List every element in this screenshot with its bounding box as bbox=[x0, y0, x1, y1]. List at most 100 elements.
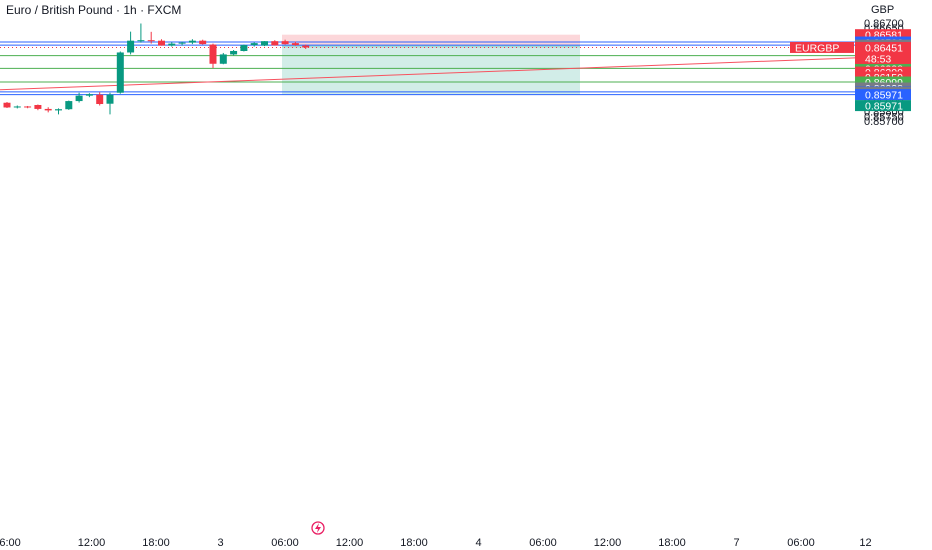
candle-body bbox=[55, 109, 62, 111]
price-tag-bg bbox=[855, 100, 911, 112]
candle-4 bbox=[44, 107, 52, 113]
candle-28 bbox=[291, 41, 299, 46]
candle-body bbox=[209, 44, 217, 64]
candle-6 bbox=[65, 100, 73, 110]
candle-1 bbox=[13, 105, 21, 109]
candle-3 bbox=[34, 104, 42, 111]
y-tick-label: 0.85700 bbox=[864, 116, 904, 128]
lightning-icon bbox=[311, 521, 325, 535]
candle-17 bbox=[178, 41, 186, 46]
price-tag-bg bbox=[855, 76, 911, 88]
candle-19 bbox=[199, 39, 207, 45]
price-tag-14: 0.85971 bbox=[855, 89, 911, 102]
x-tick-label: 7 bbox=[733, 537, 739, 549]
candle-16 bbox=[168, 42, 176, 47]
candle-body bbox=[230, 50, 238, 55]
candle-body bbox=[44, 108, 52, 111]
candle-0 bbox=[3, 102, 11, 108]
candle-body bbox=[271, 41, 279, 46]
candle-26 bbox=[271, 40, 279, 46]
candle-body bbox=[178, 42, 186, 44]
candle-body bbox=[158, 40, 165, 46]
lightning-icon-ring bbox=[311, 521, 325, 535]
x-tick-label: 12:00 bbox=[594, 537, 622, 549]
candle-body bbox=[291, 43, 299, 46]
candle-23 bbox=[240, 44, 248, 52]
candle-body bbox=[24, 106, 32, 108]
x-tick-label: 12 bbox=[859, 537, 871, 549]
x-tick-label: 12:00 bbox=[336, 537, 364, 549]
candle-body bbox=[13, 106, 21, 108]
symbol-tag-bg bbox=[790, 41, 854, 53]
x-tick-label: 3 bbox=[217, 537, 223, 549]
candle-body bbox=[168, 43, 176, 46]
x-tick-label: 06:00 bbox=[787, 537, 815, 549]
open-pnl-zone bbox=[282, 45, 580, 48]
candle-11 bbox=[116, 51, 124, 94]
candle-15 bbox=[158, 39, 165, 46]
candle-8 bbox=[85, 93, 93, 98]
chart-title: Euro / British Pound · 1h · FXCM bbox=[6, 3, 182, 17]
x-tick-label: 06:00 bbox=[271, 537, 299, 549]
candle-24 bbox=[250, 42, 258, 47]
candle-25 bbox=[261, 41, 268, 47]
candle-body bbox=[116, 52, 124, 93]
candle-body bbox=[281, 41, 289, 45]
candle-body bbox=[188, 40, 196, 43]
candle-body bbox=[34, 104, 42, 109]
candle-12 bbox=[127, 31, 135, 55]
candle-body bbox=[96, 94, 104, 105]
candle-29 bbox=[302, 44, 310, 50]
candle-22 bbox=[230, 50, 238, 56]
price-tag-label: 0.85971 bbox=[865, 90, 903, 102]
candle-18 bbox=[188, 39, 196, 45]
candle-body bbox=[106, 94, 114, 104]
candle-27 bbox=[281, 39, 289, 45]
x-tick-label: 06:00 bbox=[0, 537, 21, 549]
candle-body bbox=[302, 45, 310, 48]
candle-body bbox=[199, 40, 207, 45]
candle-13 bbox=[137, 23, 145, 43]
x-tick-label: 18:00 bbox=[400, 537, 428, 549]
price-tag-bg bbox=[855, 89, 911, 101]
candle-body bbox=[137, 40, 145, 42]
x-tick-label: 12:00 bbox=[78, 537, 106, 549]
candle-body bbox=[250, 43, 258, 46]
price-tag-label: 0.85971 bbox=[865, 101, 903, 113]
candle-body bbox=[219, 54, 227, 64]
candle-body bbox=[3, 102, 11, 108]
candle-body bbox=[85, 94, 93, 96]
candle-body bbox=[127, 40, 135, 53]
x-tick-label: 18:00 bbox=[658, 537, 686, 549]
lightning-icon-bolt bbox=[315, 523, 321, 533]
countdown-label: 48:53 bbox=[865, 53, 891, 65]
last-price-bg bbox=[855, 41, 911, 64]
price-tag-bg bbox=[855, 29, 911, 41]
candle-2 bbox=[24, 105, 32, 109]
stop-loss-zone bbox=[282, 34, 580, 46]
candle-body bbox=[75, 95, 83, 102]
x-tick-label: 18:00 bbox=[142, 537, 170, 549]
last-price-label: 0.86451 bbox=[865, 42, 903, 54]
candle-body bbox=[147, 40, 155, 42]
candle-5 bbox=[55, 108, 62, 115]
symbol-tag-label: EURGBP bbox=[795, 42, 839, 54]
candle-7 bbox=[75, 92, 83, 103]
candle-body bbox=[261, 41, 268, 46]
x-tick-label: 06:00 bbox=[529, 537, 557, 549]
y-tick-label: 0.86700 bbox=[864, 18, 904, 30]
candle-body bbox=[240, 45, 248, 51]
currency-label: GBP bbox=[871, 4, 895, 16]
candle-21 bbox=[219, 52, 227, 65]
candle-body bbox=[65, 101, 73, 110]
x-tick-label: 4 bbox=[475, 537, 481, 549]
candle-10 bbox=[106, 92, 114, 115]
candle-20 bbox=[209, 43, 217, 69]
trendline bbox=[0, 57, 856, 91]
candle-9 bbox=[96, 92, 104, 106]
candle-14 bbox=[147, 31, 155, 44]
price-tag-15: 0.85971 bbox=[855, 100, 911, 113]
